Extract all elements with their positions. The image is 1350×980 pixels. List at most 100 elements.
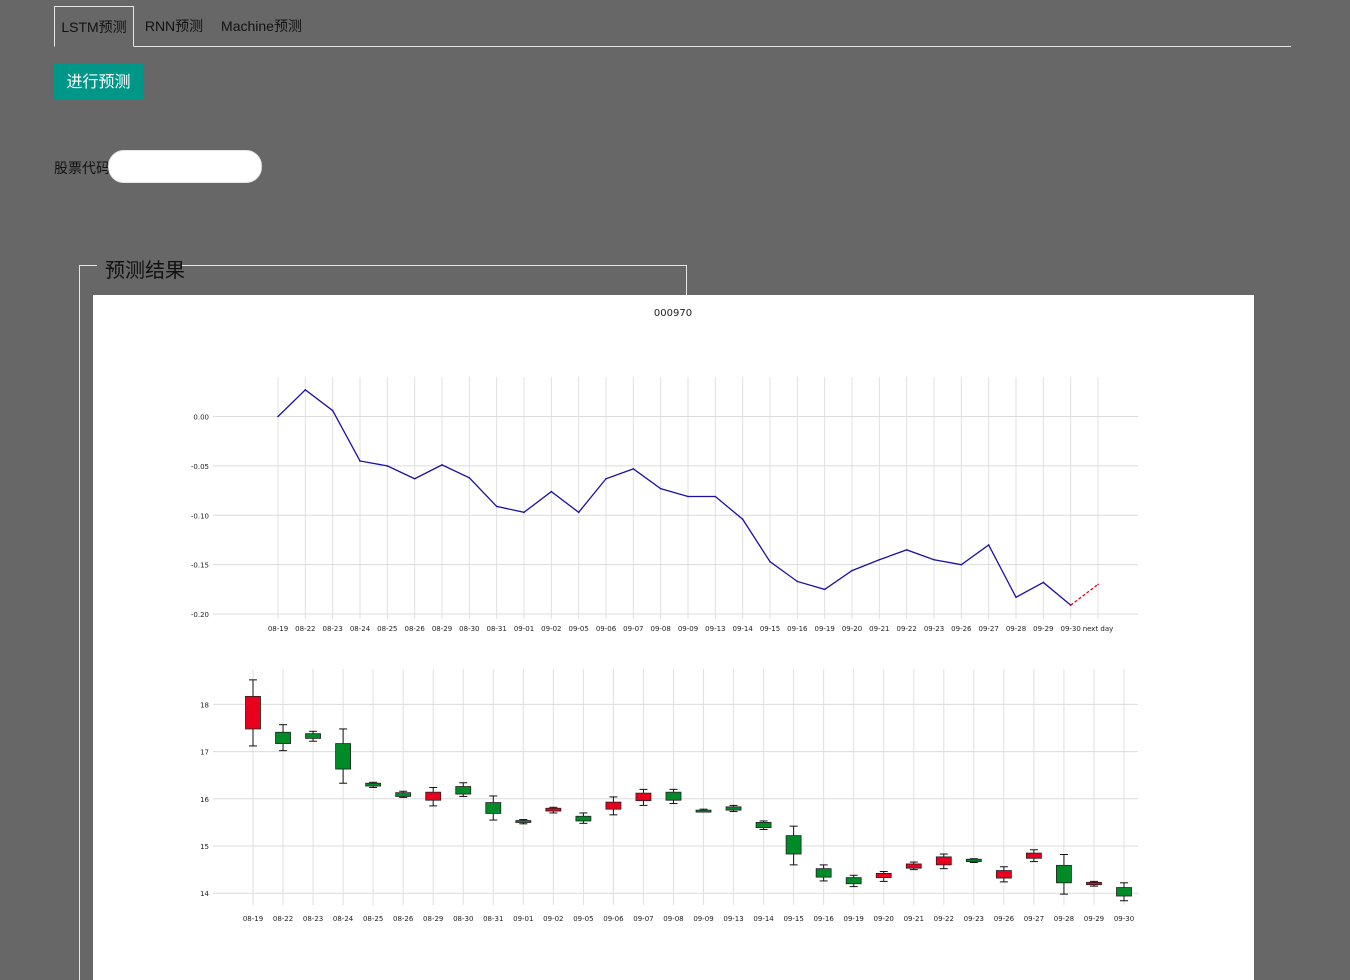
candle-body	[845, 877, 862, 885]
fieldset-border-left	[79, 265, 80, 980]
candle-body	[1116, 887, 1132, 897]
candle-chart-ytick: 14	[200, 890, 209, 898]
candle-body	[875, 872, 892, 879]
line-point	[933, 558, 935, 561]
candle-chart-ytick: 16	[200, 796, 209, 804]
line-chart-ytick: 0.00	[193, 414, 209, 422]
line-chart-xtick: 09-08	[650, 625, 670, 633]
line-chart-xtick: 09-09	[678, 625, 698, 633]
candle-chart-xtick: 09-02	[543, 915, 563, 923]
line-point	[1069, 604, 1072, 606]
candle-chart-ytick: 17	[200, 749, 209, 757]
line-chart-xtick: 09-22	[896, 625, 916, 633]
candle-chart-xtick: 08-23	[303, 915, 323, 923]
line-point	[1042, 581, 1045, 584]
line-point	[577, 511, 580, 514]
line-chart-xtick: 08-19	[268, 625, 288, 633]
line-point	[987, 544, 990, 546]
line-chart-xtick: 08-23	[322, 625, 342, 633]
tab-lstm[interactable]: LSTM预测	[54, 6, 134, 47]
tab-machine[interactable]: Machine预测	[221, 18, 302, 34]
tab-rnn[interactable]: RNN预测	[144, 18, 204, 34]
stock-code-input[interactable]	[108, 150, 262, 183]
tab-bar: LSTM预测 RNN预测 Machine预测	[54, 6, 1291, 47]
line-point	[277, 415, 279, 418]
line-series-actual	[277, 388, 1072, 606]
candle-chart-ytick: 18	[200, 701, 209, 709]
candle-chart-xtick: 08-29	[423, 915, 443, 923]
candle-chart-xtick: 09-06	[603, 915, 624, 923]
candle-chart-ytick: 15	[200, 843, 209, 851]
line-chart-xtick: 08-30	[459, 625, 479, 633]
candle-chart-xtick: 09-15	[783, 915, 803, 923]
line-point	[441, 464, 443, 466]
line-point	[659, 487, 662, 490]
candle-chart-xtick: 08-26	[393, 915, 414, 923]
candle-body	[695, 809, 712, 813]
stock-code-label: 股票代码:	[54, 160, 114, 176]
candle-body	[1025, 852, 1042, 859]
candle-chart-xtick: 08-24	[333, 915, 354, 923]
line-chart-ytick: -0.15	[191, 562, 209, 570]
chart-title: 000970	[654, 308, 692, 319]
candle-body	[635, 792, 652, 802]
line-chart-xtick: next day	[1083, 625, 1114, 633]
line-point	[413, 477, 416, 480]
line-point	[1097, 583, 1099, 586]
candle-chart-xtick: 09-23	[964, 915, 984, 923]
line-chart-xtick: 08-22	[295, 625, 315, 633]
line-chart-xtick: 09-23	[924, 625, 944, 633]
line-chart-xtick: 08-25	[377, 625, 397, 633]
line-point	[468, 476, 471, 479]
candle-chart-xtick: 09-26	[994, 915, 1015, 923]
line-point	[632, 468, 635, 470]
line-chart-xtick: 09-29	[1033, 625, 1053, 633]
fieldset-border-top	[79, 265, 97, 266]
candle-chart-xtick: 09-28	[1054, 915, 1074, 923]
candle-chart-xtick: 09-13	[723, 915, 743, 923]
candle-chart-xtick: 09-07	[633, 915, 653, 923]
line-point	[304, 389, 307, 391]
line-point	[523, 511, 525, 514]
line-chart-xtick: 09-16	[787, 625, 808, 633]
candle-chart-xtick: 09-05	[573, 915, 593, 923]
candle-body	[485, 802, 502, 814]
line-point	[769, 560, 771, 563]
line-chart-xtick: 09-26	[951, 625, 972, 633]
candle-chart-xtick: 08-22	[273, 915, 293, 923]
line-chart-xtick: 09-30	[1060, 625, 1080, 633]
line-chart-xtick: 08-26	[404, 625, 425, 633]
candle-body	[1056, 864, 1072, 884]
line-point	[905, 549, 908, 551]
line-chart-xtick: 09-02	[541, 625, 561, 633]
line-chart-ytick: -0.20	[191, 611, 209, 619]
line-chart-xtick: 09-05	[568, 625, 588, 633]
candle-chart-xtick: 08-25	[363, 915, 383, 923]
line-point	[741, 518, 744, 521]
candle-chart-xtick: 09-22	[934, 915, 954, 923]
line-chart-xtick: 09-20	[842, 625, 862, 633]
candle-chart-xtick: 09-09	[693, 915, 713, 923]
charts-svg: 000970 08-19 08-22 08-23 08-24 08-25 08-26 08-2…	[191, 308, 1138, 923]
candle-body	[275, 731, 291, 744]
candle-chart-xtick: 08-30	[453, 915, 473, 923]
candle-chart-xtick: 09-01	[513, 915, 533, 923]
candle-body	[245, 695, 261, 730]
line-point	[878, 558, 881, 561]
line-point	[605, 477, 607, 480]
candle-body	[545, 807, 562, 812]
line-chart-xtick: 09-07	[623, 625, 643, 633]
candle-body	[455, 786, 472, 795]
candle-chart-xtick: 09-30	[1114, 915, 1134, 923]
line-series-predicted	[1070, 583, 1099, 606]
candle-body	[605, 801, 622, 810]
candle-chart-xtick: 08-19	[243, 915, 263, 923]
line-chart-xtick: 09-21	[869, 625, 889, 633]
line-point	[796, 580, 799, 583]
line-chart-ytick: -0.10	[191, 512, 209, 520]
candle-chart-xtick: 09-20	[874, 915, 894, 923]
line-chart-xtick: 09-27	[978, 625, 998, 633]
predict-button[interactable]: 进行预测	[54, 63, 143, 100]
line-chart-xtick: 09-15	[760, 625, 780, 633]
line-chart-xtick: 09-13	[705, 625, 725, 633]
